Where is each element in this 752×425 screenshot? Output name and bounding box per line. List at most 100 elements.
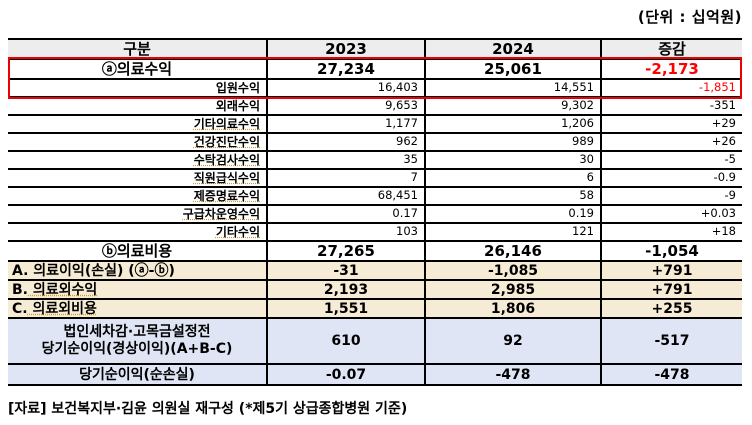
value-2024: 26,146: [424, 240, 601, 262]
value-2024: -1,085: [424, 260, 601, 281]
row-label-text: 직원급식수익: [193, 171, 260, 185]
value-change: +791: [600, 260, 742, 281]
value-change: +26: [600, 132, 742, 152]
hospital-finance-table: 구분 2023 2024 증감 ⓐ의료수익 27,234 25,061 -2,1…: [8, 38, 742, 386]
value-change: +255: [600, 298, 742, 319]
value-2023: -0.07: [266, 363, 425, 386]
table-row: 외래수익 9,653 9,302 -351: [8, 96, 742, 116]
value-2024: 14,551: [424, 78, 601, 98]
row-label-text: 기타수익: [215, 225, 260, 239]
value-2024: 9,302: [424, 96, 601, 116]
value-2024: 1,206: [424, 114, 601, 134]
value-change: -1,054: [600, 240, 742, 262]
row-label: 직원급식수익: [8, 168, 267, 188]
table-row: 제증명료수익 68,451 58 -9: [8, 186, 742, 206]
value-2023: 610: [266, 317, 425, 365]
medical-cost-row: ⓑ의료비용 27,265 26,146 -1,054: [8, 240, 742, 262]
header-change: 증감: [600, 38, 742, 60]
table-row: 구급차운영수익 0.17 0.19 +0.03: [8, 204, 742, 224]
value-2024: 1,806: [424, 298, 601, 319]
value-change: -2,173: [600, 58, 742, 80]
value-change: -517: [600, 317, 742, 365]
value-2023: 16,403: [266, 78, 425, 98]
row-label-line1: 법인세차감·고목금설정전: [63, 324, 211, 341]
header-row: 구분 2023 2024 증감: [8, 38, 742, 60]
row-label: 제증명료수익: [8, 186, 267, 206]
table-row: 기타의료수익 1,177 1,206 +29: [8, 114, 742, 134]
row-label-text: 건강진단수익: [193, 135, 260, 149]
value-2024: 25,061: [424, 58, 601, 80]
value-change: -1,851: [600, 78, 742, 98]
table-row: 입원수익 16,403 14,551 -1,851: [8, 78, 742, 98]
source-note: [자료] 보건복지부·김윤 의원실 재구성 (*제5기 상급종합병원 기준): [8, 401, 408, 417]
table-row: 수탁검사수익 35 30 -5: [8, 150, 742, 170]
value-change: +18: [600, 222, 742, 242]
value-2024: 6: [424, 168, 601, 188]
value-2023: -31: [266, 260, 425, 281]
table-row: 건강진단수익 962 989 +26: [8, 132, 742, 152]
row-label-text: 의료외비용: [27, 300, 97, 317]
row-label-prefix: C.: [12, 300, 28, 317]
row-label: ⓐ의료수익: [8, 58, 267, 80]
header-2024: 2024: [424, 38, 601, 60]
table-row: 직원급식수익 7 6 -0.9: [8, 168, 742, 188]
value-change: -9: [600, 186, 742, 206]
row-label-text: 의료외수익: [28, 281, 98, 298]
unit-label: (단위 : 십억원): [637, 8, 742, 26]
row-label: 구급차운영수익: [8, 204, 267, 224]
row-label-text: 제증명료수익: [193, 189, 260, 203]
summary-row-c: C. 의료외비용 1,551 1,806 +255: [8, 298, 742, 319]
row-label: A. 의료이익(손실) (ⓐ-ⓑ): [8, 260, 267, 281]
value-2024: 0.19: [424, 204, 601, 224]
summary-row-b: B. 의료외수익 2,193 2,985 +791: [8, 279, 742, 300]
value-change: +29: [600, 114, 742, 134]
value-change: +791: [600, 279, 742, 300]
value-change: +0.03: [600, 204, 742, 224]
value-2024: 989: [424, 132, 601, 152]
row-label: 기타수익: [8, 222, 267, 242]
row-label: 입원수익: [8, 78, 267, 98]
value-2023: 1,551: [266, 298, 425, 319]
table-row: 기타수익 103 121 +18: [8, 222, 742, 242]
row-label-text: 의료이익(손실) (ⓐ-ⓑ): [28, 262, 175, 279]
row-label: ⓑ의료비용: [8, 240, 267, 262]
value-change: -0.9: [600, 168, 742, 188]
row-label: 기타의료수익: [8, 114, 267, 134]
row-label: 수탁검사수익: [8, 150, 267, 170]
value-2023: 27,234: [266, 58, 425, 80]
value-change: -351: [600, 96, 742, 116]
value-2024: -478: [424, 363, 601, 386]
header-category: 구분: [8, 38, 267, 60]
pretax-income-row: 법인세차감·고목금설정전 당기순이익(경상이익)(A+B-C) 610 92 -…: [8, 317, 742, 365]
value-2023: 0.17: [266, 204, 425, 224]
value-change: -5: [600, 150, 742, 170]
value-2023: 103: [266, 222, 425, 242]
row-label: 법인세차감·고목금설정전 당기순이익(경상이익)(A+B-C): [8, 317, 267, 365]
value-2023: 2,193: [266, 279, 425, 300]
row-label: B. 의료외수익: [8, 279, 267, 300]
row-label-text: 수탁검사수익: [193, 153, 260, 167]
header-2023: 2023: [266, 38, 425, 60]
row-label: 외래수익: [8, 96, 267, 116]
value-2023: 7: [266, 168, 425, 188]
value-2023: 68,451: [266, 186, 425, 206]
value-2023: 9,653: [266, 96, 425, 116]
value-2023: 35: [266, 150, 425, 170]
row-label: 당기순이익(순손실): [8, 363, 267, 386]
row-label-text: 구급차운영수익: [182, 207, 260, 221]
value-2023: 962: [266, 132, 425, 152]
value-2024: 92: [424, 317, 601, 365]
value-2024: 2,985: [424, 279, 601, 300]
row-label-prefix: A.: [12, 262, 29, 279]
row-label-prefix: B.: [12, 281, 28, 298]
value-2024: 121: [424, 222, 601, 242]
net-income-row: 당기순이익(순손실) -0.07 -478 -478: [8, 363, 742, 386]
value-2023: 1,177: [266, 114, 425, 134]
value-2024: 58: [424, 186, 601, 206]
value-change: -478: [600, 363, 742, 386]
medical-revenue-row: ⓐ의료수익 27,234 25,061 -2,173: [8, 58, 742, 80]
row-label-line2: 당기순이익(경상이익)(A+B-C): [41, 341, 233, 357]
row-label: C. 의료외비용: [8, 298, 267, 319]
summary-row-a: A. 의료이익(손실) (ⓐ-ⓑ) -31 -1,085 +791: [8, 260, 742, 281]
row-label-text: 기타의료수익: [193, 117, 260, 131]
